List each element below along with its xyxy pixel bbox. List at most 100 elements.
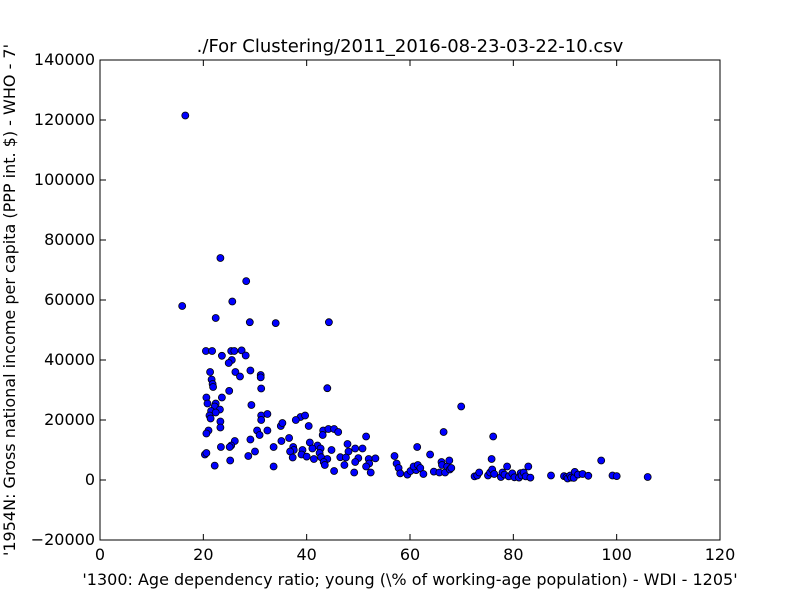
data-point (231, 368, 240, 376)
x-tick-label: 40 (296, 545, 316, 564)
data-point (524, 462, 533, 471)
data-point (358, 444, 367, 453)
data-points (178, 111, 652, 483)
data-point (351, 458, 360, 466)
data-point (224, 359, 233, 367)
y-tick-label: 60000 (44, 290, 95, 309)
data-point (327, 446, 336, 454)
data-point (490, 470, 499, 478)
data-point (323, 384, 332, 393)
data-point (246, 435, 255, 444)
plot-frame (99, 59, 721, 541)
x-tick-label: 0 (95, 545, 105, 564)
data-point (330, 467, 339, 475)
data-point (426, 450, 435, 459)
data-point (302, 452, 311, 461)
data-point (181, 111, 190, 120)
data-point (447, 464, 456, 472)
data-point (209, 383, 218, 391)
data-point (489, 432, 498, 441)
data-point (340, 461, 349, 469)
data-point (217, 351, 226, 360)
data-point (256, 373, 265, 382)
data-point (526, 473, 535, 482)
data-point (362, 462, 371, 471)
data-point (413, 443, 422, 451)
data-point (271, 319, 280, 328)
data-point (206, 414, 215, 423)
data-point (245, 318, 254, 327)
y-tick-label: 120000 (34, 110, 95, 129)
data-point (202, 449, 211, 457)
data-point (366, 468, 375, 477)
data-point (216, 443, 225, 451)
data-point (612, 472, 621, 481)
x-tick-label: 100 (601, 545, 632, 564)
data-point (206, 368, 215, 376)
x-tick-label: 120 (705, 545, 736, 564)
data-point (324, 318, 333, 327)
data-point (584, 471, 593, 480)
data-point (257, 416, 266, 424)
y-tick-label: 80000 (44, 230, 95, 249)
chart-title: ./For Clustering/2011_2016-08-23-03-22-1… (197, 36, 624, 57)
data-point (457, 402, 466, 411)
data-point (351, 444, 360, 453)
data-point (291, 416, 300, 424)
data-point (643, 473, 652, 481)
data-point (216, 423, 225, 432)
x-axis-label: '1300: Age dependency ratio; young (\% o… (82, 570, 737, 589)
data-point (362, 432, 371, 441)
y-tick-label: 140000 (34, 50, 95, 69)
data-point (269, 443, 278, 451)
data-point (255, 431, 264, 439)
data-point (257, 384, 266, 393)
data-point (350, 468, 359, 477)
data-point (216, 254, 225, 262)
data-point (277, 437, 286, 445)
data-point (416, 464, 425, 472)
data-point (202, 429, 211, 438)
data-point (475, 468, 484, 477)
data-point (288, 453, 297, 462)
data-point (225, 386, 234, 395)
data-point (269, 462, 278, 471)
data-point (242, 277, 251, 286)
data-point (217, 393, 226, 402)
data-point (247, 401, 256, 409)
axis-ticks: 0 20 40 60 80 100 120−200000200004000060000800… (31, 50, 736, 564)
data-point (285, 434, 294, 442)
data-point (211, 314, 220, 322)
data-point (263, 426, 272, 435)
data-point (445, 456, 454, 465)
data-point (246, 366, 255, 375)
data-point (419, 470, 428, 478)
data-point (343, 440, 352, 448)
data-point (308, 444, 317, 453)
x-tick-label: 60 (400, 545, 420, 564)
data-point (487, 455, 496, 463)
y-tick-label: 0 (85, 470, 95, 489)
data-point (225, 443, 234, 451)
data-point (208, 347, 217, 355)
data-point (309, 455, 318, 463)
data-point (228, 297, 237, 306)
data-point (230, 347, 239, 355)
y-tick-label: −20000 (31, 530, 95, 549)
data-point (203, 399, 212, 408)
data-point (210, 461, 219, 470)
data-point (597, 456, 606, 465)
data-point (547, 471, 555, 480)
data-point (251, 447, 259, 456)
data-point (371, 454, 380, 463)
data-point (237, 346, 246, 355)
y-tick-label: 100000 (34, 170, 95, 189)
data-point (236, 372, 244, 381)
data-point (301, 411, 310, 420)
data-point (439, 428, 448, 436)
data-point (226, 456, 235, 465)
data-point (244, 452, 253, 460)
y-tick-label: 20000 (44, 410, 95, 429)
